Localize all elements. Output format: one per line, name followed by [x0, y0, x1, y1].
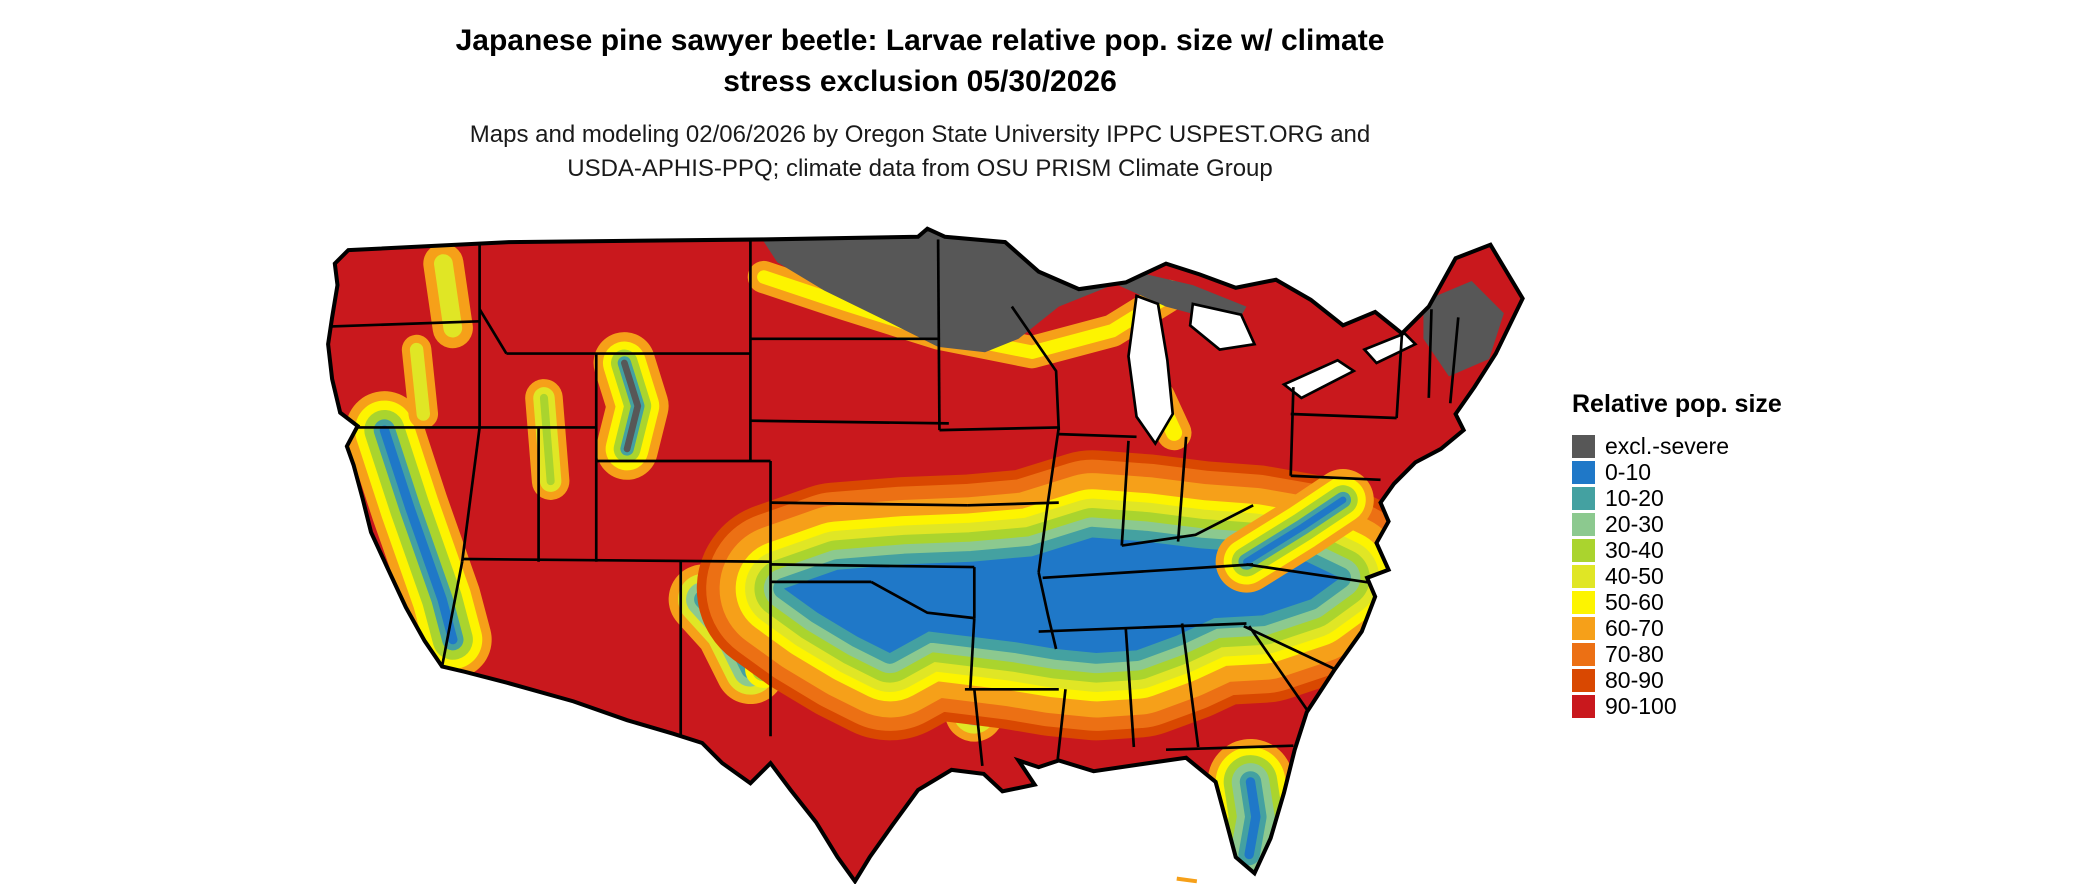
state-border-line — [770, 563, 975, 569]
legend-label: 70-80 — [1605, 640, 1664, 667]
florida-keys — [1176, 876, 1198, 884]
state-border-line — [870, 580, 975, 620]
legend-item-80-90: 80-90 — [1572, 667, 1782, 693]
us-map-svg — [308, 226, 1528, 884]
state-border-line — [460, 427, 481, 562]
state-border-line — [462, 557, 771, 564]
legend-label: 20-30 — [1605, 510, 1664, 537]
state-border-line — [1010, 305, 1061, 431]
page-title-line2: stress exclusion 05/30/2026 — [723, 65, 1117, 98]
state-border-line — [440, 561, 464, 667]
state-border-line — [967, 501, 1059, 507]
state-border-line — [1290, 412, 1397, 420]
great-lakes — [1127, 293, 1418, 447]
legend-swatch — [1572, 616, 1595, 640]
legend-label: 40-50 — [1605, 562, 1664, 589]
state-border-line — [1427, 309, 1433, 398]
state-border-line — [1037, 427, 1061, 573]
header: Japanese pine sawyer beetle: Larvae rela… — [320, 20, 1520, 186]
legend-item-40-50: 40-50 — [1572, 563, 1782, 589]
state-border-line — [936, 239, 941, 431]
state-border-line — [478, 308, 508, 355]
legend-swatch — [1572, 434, 1595, 458]
state-border-line — [1243, 624, 1336, 671]
legend-swatch — [1572, 590, 1595, 614]
legend-swatch — [1572, 538, 1595, 562]
state-border-line — [328, 320, 480, 329]
state-border-line — [770, 501, 968, 507]
legend-swatch — [1572, 642, 1595, 666]
state-border-line — [1289, 387, 1295, 476]
lake-huron — [1188, 302, 1257, 351]
legend-item-10-20: 10-20 — [1572, 485, 1782, 511]
page-subtitle-line1: Maps and modeling 02/06/2026 by Oregon S… — [469, 121, 1371, 148]
state-border-line — [1395, 333, 1404, 419]
state-border-line — [750, 419, 949, 425]
legend-swatch — [1572, 694, 1595, 718]
legend-swatch — [1572, 460, 1595, 484]
state-border-line — [1290, 474, 1381, 482]
legend-item-excl.-severe: excl.-severe — [1572, 433, 1782, 459]
legend-item-0-10: 0-10 — [1572, 459, 1782, 485]
legend-swatch — [1572, 668, 1595, 692]
page-subtitle-line2: USDA-APHIS-PPQ; climate data from OSU PR… — [567, 155, 1273, 182]
state-border-line — [939, 426, 1059, 432]
legend: Relative pop. size excl.-severe 0-10 10-20… — [1572, 390, 1782, 719]
state-border-line — [1124, 628, 1136, 748]
state-border-line — [1176, 436, 1188, 542]
legend-item-30-40: 30-40 — [1572, 537, 1782, 563]
excluded-area-maine — [1423, 281, 1504, 377]
legend-title: Relative pop. size — [1572, 390, 1782, 418]
legend-swatch — [1572, 564, 1595, 588]
legend-label: 0-10 — [1605, 458, 1652, 485]
legend-label: 50-60 — [1605, 588, 1664, 615]
legend-swatch — [1572, 486, 1595, 510]
state-border-line — [1058, 432, 1137, 439]
legend-item-20-30: 20-30 — [1572, 511, 1782, 537]
population-band — [417, 350, 424, 414]
legend-item-90-100: 90-100 — [1572, 693, 1782, 719]
state-border-line — [1121, 504, 1254, 547]
conus-map — [308, 226, 1528, 884]
legend-label: 80-90 — [1605, 666, 1664, 693]
state-border-line — [1165, 744, 1294, 752]
legend-swatch — [1572, 512, 1595, 536]
population-band — [443, 264, 452, 328]
state-border-line — [968, 618, 976, 690]
legend-label: 10-20 — [1605, 484, 1664, 511]
legend-item-70-80: 70-80 — [1572, 641, 1782, 667]
state-border-line — [1180, 623, 1200, 748]
state-border-line — [1448, 317, 1460, 404]
lake-michigan — [1127, 293, 1175, 447]
legend-items: excl.-severe 0-10 10-20 20-30 30-40 40-50 50-6… — [1572, 433, 1782, 719]
state-borders — [328, 236, 1460, 766]
lake-erie — [1281, 358, 1357, 400]
state-border-line — [1248, 625, 1308, 711]
legend-item-50-60: 50-60 — [1572, 589, 1782, 615]
legend-label: 30-40 — [1605, 536, 1664, 563]
state-border-line — [1120, 440, 1130, 546]
page-title-line1: Japanese pine sawyer beetle: Larvae rela… — [455, 24, 1385, 57]
legend-label: 60-70 — [1605, 614, 1664, 641]
legend-label: 90-100 — [1605, 692, 1677, 719]
state-border-line — [1037, 572, 1058, 650]
state-border-line — [1056, 689, 1067, 762]
page-subtitle: Maps and modeling 02/06/2026 by Oregon S… — [320, 118, 1520, 186]
legend-item-60-70: 60-70 — [1572, 615, 1782, 641]
state-border-line — [1246, 563, 1375, 585]
state-border-line — [1038, 622, 1247, 633]
state-border-line — [972, 689, 984, 766]
legend-label: excl.-severe — [1605, 432, 1729, 459]
state-border-line — [1042, 563, 1254, 580]
